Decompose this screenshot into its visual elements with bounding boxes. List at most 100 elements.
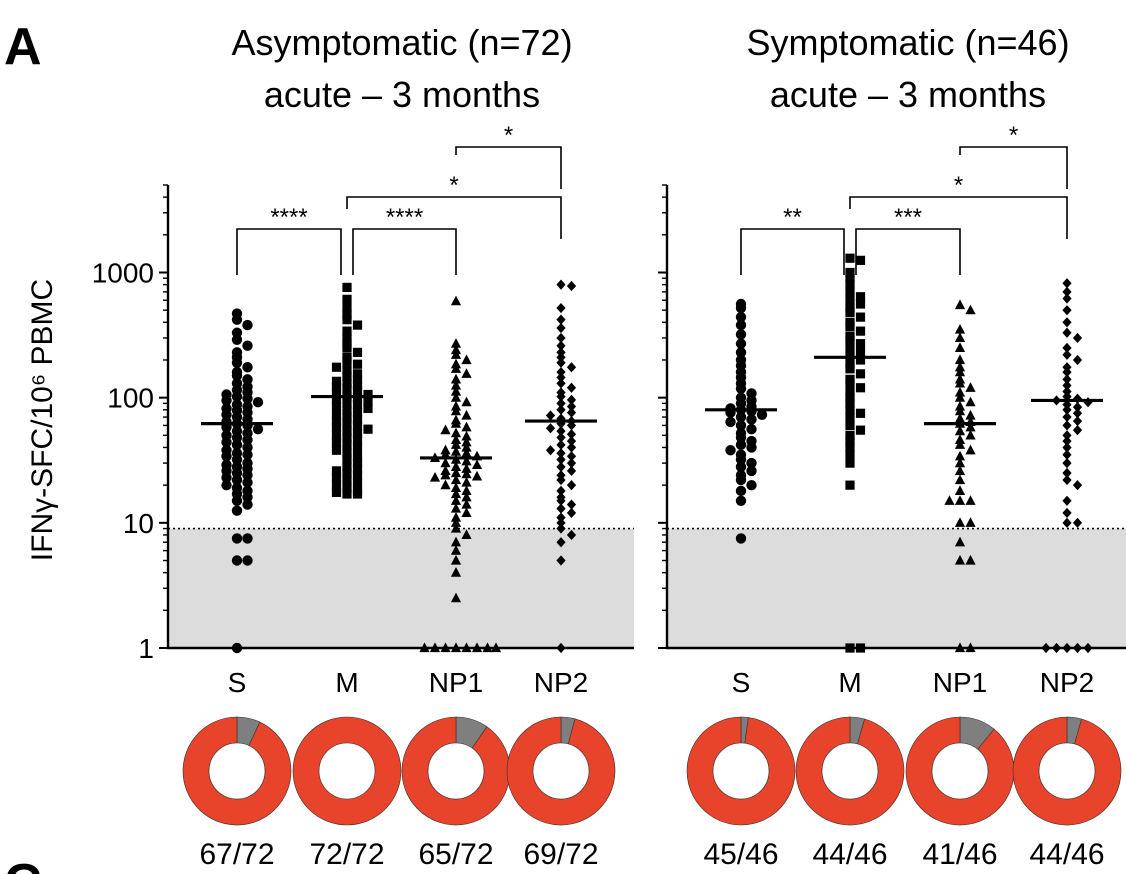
donut-count-label: 72/72 — [309, 838, 384, 871]
data-point-np2 — [1072, 332, 1083, 344]
data-point-m — [845, 643, 855, 653]
data-point-s — [221, 409, 232, 420]
data-point-np1 — [954, 299, 966, 310]
data-point-np1 — [450, 439, 462, 449]
data-point-m — [363, 403, 373, 414]
data-point-s — [221, 451, 232, 462]
data-point-np2 — [566, 451, 577, 462]
data-point-np1 — [450, 434, 462, 444]
panel-letter: A — [4, 18, 42, 76]
data-point-m — [363, 424, 373, 434]
data-point-np1 — [450, 373, 462, 384]
data-point-np2 — [556, 332, 566, 344]
data-point-np1 — [450, 642, 462, 653]
data-point-np2 — [1062, 305, 1072, 316]
data-point-s — [242, 533, 253, 544]
significance-label: **** — [386, 204, 423, 231]
donut-hole — [427, 742, 485, 800]
data-point-s — [231, 642, 243, 654]
data-point-np1 — [954, 392, 966, 402]
data-point-s — [242, 319, 253, 331]
data-point-m — [363, 396, 373, 406]
data-point-m — [845, 321, 855, 332]
data-point-np2 — [1062, 420, 1072, 431]
data-point-m — [352, 420, 363, 431]
data-point-np1 — [450, 544, 462, 555]
data-point-m — [342, 468, 352, 478]
data-point-m — [855, 299, 866, 309]
data-point-m — [331, 487, 342, 498]
data-point-s — [231, 432, 243, 443]
data-point-np1 — [965, 409, 976, 420]
data-point-np1 — [471, 470, 483, 481]
data-point-m — [331, 437, 342, 447]
data-point-np2 — [1083, 397, 1093, 408]
data-point-m — [331, 362, 342, 372]
data-point-np2 — [1072, 415, 1083, 427]
data-point-np1 — [965, 642, 976, 653]
data-point-s — [746, 442, 757, 453]
data-point-m — [342, 448, 352, 458]
data-point-np2 — [566, 529, 577, 541]
data-point-np2 — [566, 429, 577, 440]
data-point-np2 — [566, 507, 577, 519]
data-point-s — [231, 555, 243, 566]
data-point-m — [845, 273, 855, 283]
panel-symptomatic: Symptomatic (n=46) acute – 3 months S M NP1 N… — [658, 22, 1126, 871]
data-point-np2 — [1062, 391, 1072, 402]
data-point-np1 — [461, 396, 472, 407]
y-tick-label: 1 — [138, 633, 154, 664]
data-point-s — [231, 370, 243, 381]
data-point-s — [242, 442, 253, 453]
data-point-m — [352, 374, 363, 384]
data-point-np1 — [450, 495, 462, 505]
data-point-m — [331, 376, 342, 386]
data-point-s — [231, 505, 243, 516]
data-point-np1 — [450, 295, 462, 306]
chart-title-line1: Symptomatic (n=46) — [746, 22, 1069, 63]
below-threshold-band — [168, 528, 634, 648]
data-point-np1 — [461, 368, 472, 378]
data-point-np1 — [450, 446, 462, 456]
data-point-s — [725, 445, 736, 456]
data-point-s — [756, 409, 768, 420]
data-point-np2 — [1072, 408, 1083, 419]
data-point-m — [342, 365, 352, 376]
data-point-m — [845, 436, 855, 446]
data-point-m — [352, 385, 363, 396]
donut-hole — [931, 742, 989, 800]
data-point-np1 — [471, 459, 483, 470]
donut-hole — [821, 742, 879, 800]
donut-count-label: 44/46 — [812, 838, 887, 871]
data-point-s — [252, 423, 264, 435]
data-point-m — [352, 347, 363, 357]
data-point-np1 — [954, 457, 966, 468]
data-point-m — [331, 466, 342, 476]
y-tick-label: 100 — [107, 383, 154, 414]
data-point-np1 — [440, 642, 451, 653]
donut-hole — [532, 742, 590, 800]
data-point-m — [352, 428, 363, 438]
data-point-np2 — [1072, 354, 1083, 366]
data-point-m — [342, 356, 352, 366]
data-point-np2 — [1083, 642, 1093, 654]
data-point-np1 — [965, 517, 976, 527]
data-point-np2 — [1062, 411, 1072, 423]
donut-count-label: 65/72 — [418, 838, 493, 871]
data-point-s — [735, 302, 747, 314]
data-point-m — [342, 432, 352, 443]
data-point-m — [352, 489, 363, 499]
data-point-m — [352, 320, 363, 330]
data-point-np1 — [450, 338, 462, 348]
data-point-np2 — [1062, 458, 1072, 469]
data-point-m — [855, 347, 866, 357]
data-point-np1 — [450, 405, 462, 416]
data-point-np2 — [556, 448, 566, 459]
data-point-m — [352, 359, 363, 369]
data-point-np2 — [556, 391, 566, 402]
data-point-s — [242, 393, 253, 404]
data-point-m — [352, 470, 363, 480]
data-point-np2 — [556, 367, 566, 378]
data-point-s — [735, 461, 747, 473]
data-point-m — [352, 477, 363, 488]
